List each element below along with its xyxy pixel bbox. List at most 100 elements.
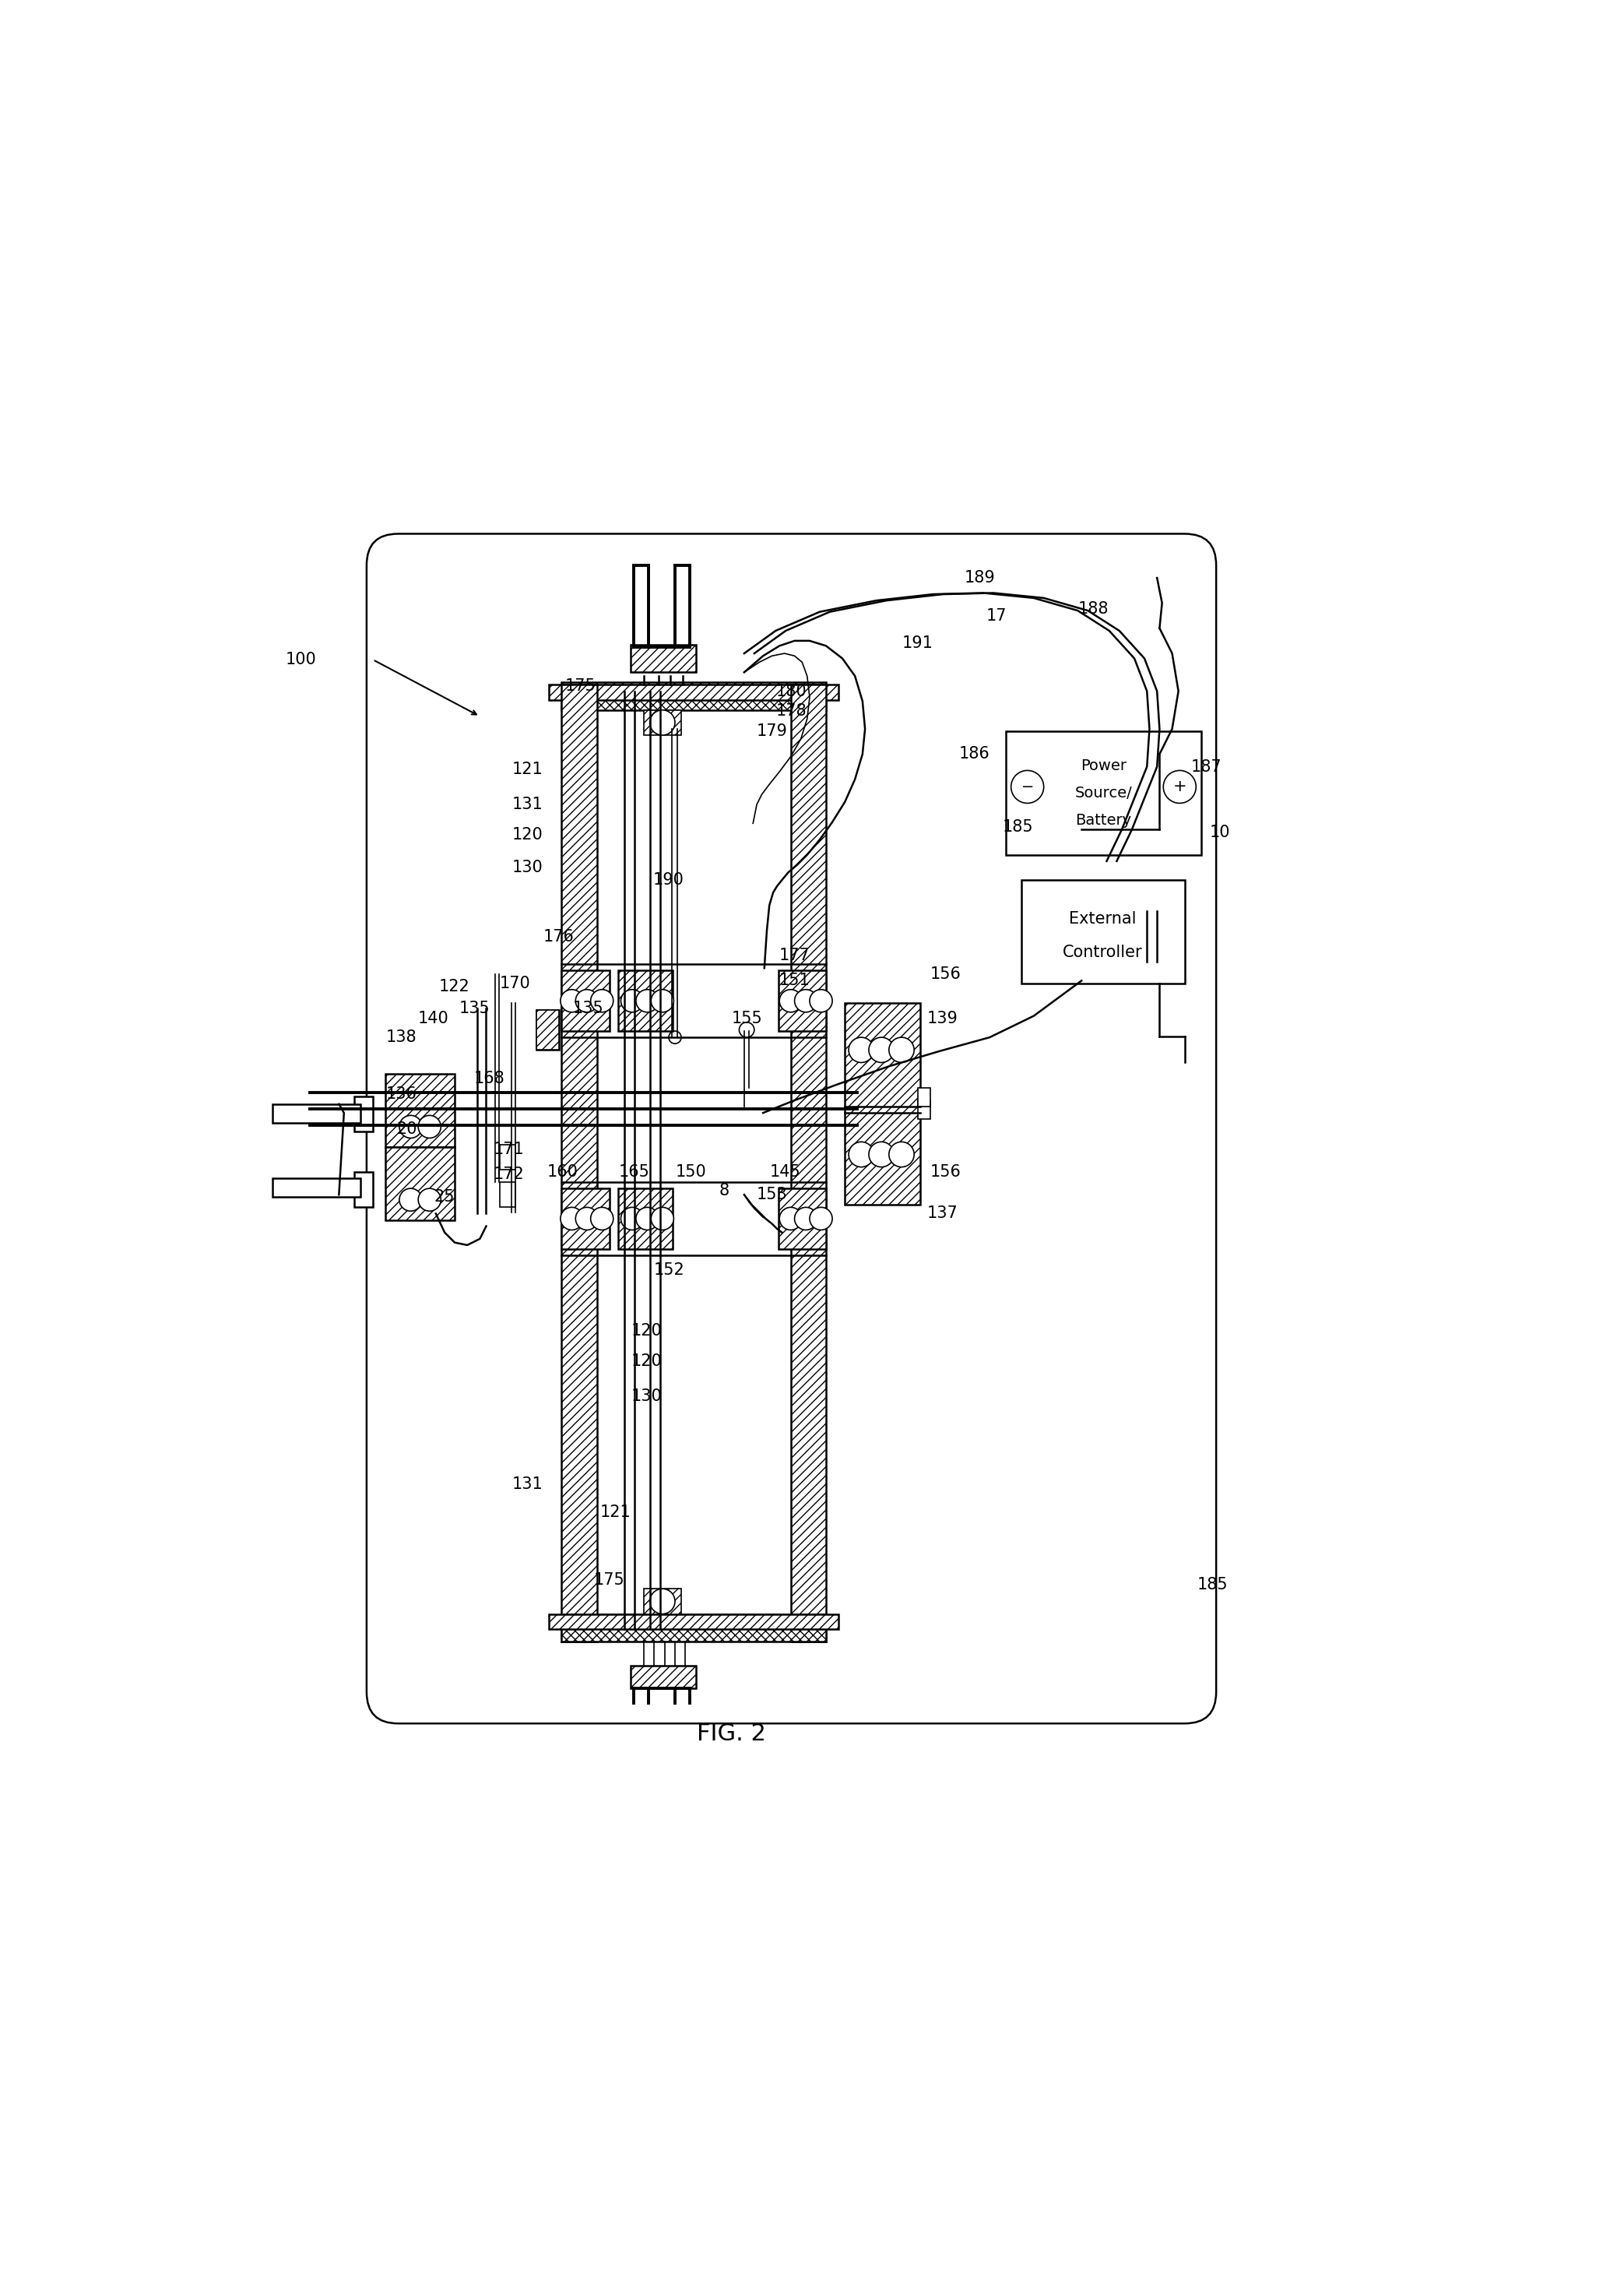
Bar [562,685,598,1643]
Text: 10: 10 [1210,825,1231,841]
Bar [536,1010,559,1049]
Text: +: + [1173,779,1187,795]
Circle shape [810,990,833,1013]
Text: 175: 175 [565,678,596,694]
Text: External: External [1069,912,1137,928]
Text: 188: 188 [1078,603,1109,616]
Text: 177: 177 [780,948,810,962]
Text: Source/: Source/ [1075,786,1132,800]
Text: 131: 131 [512,1475,542,1491]
Bar [619,1189,672,1249]
Text: 178: 178 [776,703,807,719]
Text: 185: 185 [1197,1576,1228,1592]
Text: 140: 140 [417,1010,448,1026]
Bar [619,971,672,1031]
Bar [385,1074,455,1148]
Bar [778,1189,827,1249]
Text: 131: 131 [512,797,542,813]
Text: Battery: Battery [1075,813,1132,827]
Text: 171: 171 [494,1141,525,1157]
Circle shape [400,1116,422,1139]
Text: 156: 156 [931,1164,961,1180]
Circle shape [560,990,583,1013]
Circle shape [637,990,659,1013]
Bar [630,1666,697,1688]
Circle shape [669,1031,682,1045]
Bar [918,1100,931,1120]
Circle shape [560,1207,583,1230]
Circle shape [419,1116,440,1139]
Text: 120: 120 [630,1322,663,1338]
Circle shape [849,1141,874,1166]
Text: 136: 136 [387,1086,417,1102]
Circle shape [888,1038,914,1063]
Text: 8: 8 [719,1182,729,1198]
Bar [273,1104,361,1123]
Circle shape [575,1207,598,1230]
Text: 175: 175 [594,1572,625,1588]
Bar [562,971,609,1031]
Text: 120: 120 [512,827,542,843]
Text: 160: 160 [547,1164,578,1180]
Bar [1005,731,1202,855]
Circle shape [651,990,674,1013]
Circle shape [869,1141,893,1166]
Text: 179: 179 [757,724,788,740]
Text: 122: 122 [438,978,469,994]
Circle shape [651,1207,674,1230]
Text: Controller: Controller [1064,944,1143,960]
Text: 152: 152 [654,1262,685,1278]
Bar [562,1613,827,1643]
Text: 100: 100 [286,653,317,667]
Text: 189: 189 [965,570,996,586]
Text: 191: 191 [901,635,932,651]
Text: 176: 176 [544,928,575,944]
Text: −: − [1021,779,1034,795]
Circle shape [575,990,598,1013]
Text: 187: 187 [1190,758,1221,774]
Circle shape [650,1588,676,1613]
Text: 121: 121 [512,761,542,777]
Bar [918,1088,931,1107]
Circle shape [1012,770,1044,804]
Text: 153: 153 [757,1187,788,1203]
Bar [354,1097,374,1132]
Bar [630,644,697,671]
Bar [562,1189,609,1249]
Text: 145: 145 [770,1164,801,1180]
Text: 155: 155 [731,1010,763,1026]
Circle shape [810,1207,833,1230]
Text: 17: 17 [986,607,1007,623]
Bar [844,1003,921,1205]
Bar [643,1588,682,1613]
Bar [643,710,682,735]
Text: 170: 170 [499,976,529,992]
Circle shape [620,1207,643,1230]
Text: 25: 25 [434,1189,455,1205]
Circle shape [869,1038,893,1063]
Text: 121: 121 [599,1505,630,1519]
Bar [536,1010,559,1049]
Text: 138: 138 [387,1029,417,1045]
Circle shape [888,1141,914,1166]
Circle shape [849,1038,874,1063]
Text: 139: 139 [927,1010,958,1026]
Circle shape [780,1207,802,1230]
Bar [562,683,827,710]
Circle shape [794,1207,817,1230]
Text: 135: 135 [573,1001,604,1017]
Bar [385,1148,455,1219]
Circle shape [794,990,817,1013]
Circle shape [591,990,614,1013]
Text: 185: 185 [1004,820,1033,834]
Text: 165: 165 [619,1164,650,1180]
Bar [500,1146,515,1168]
Text: 168: 168 [474,1072,505,1086]
Text: 130: 130 [630,1388,663,1404]
Text: 180: 180 [776,683,807,699]
Bar [549,685,838,701]
Text: 172: 172 [494,1166,525,1182]
Text: 135: 135 [460,1001,490,1017]
Circle shape [591,1207,614,1230]
Circle shape [739,1022,754,1038]
